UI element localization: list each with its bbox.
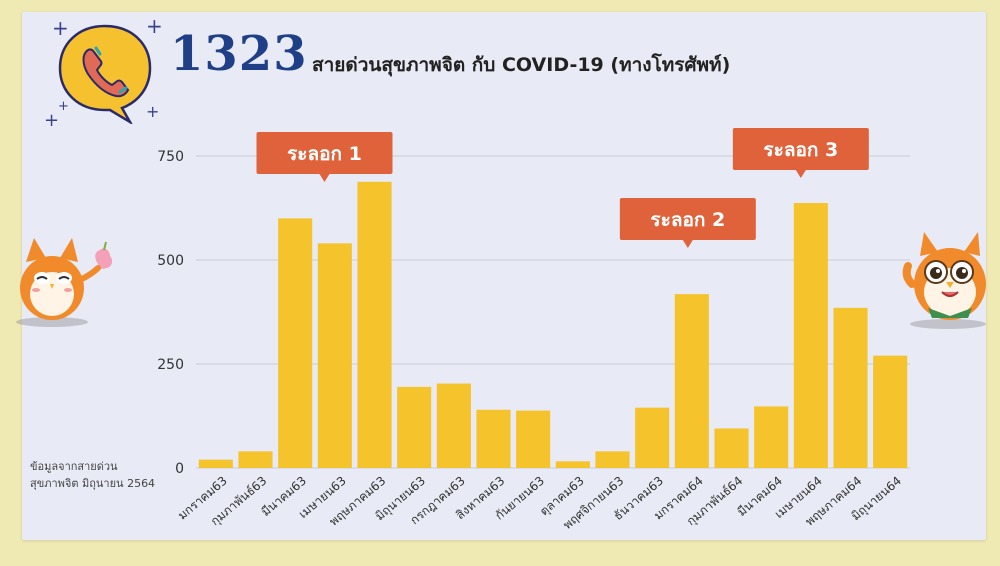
y-tick-label: 250: [157, 357, 184, 373]
bar: [238, 451, 273, 468]
y-tick-label: 750: [157, 149, 184, 165]
bar: [714, 428, 749, 468]
bar: [516, 410, 551, 468]
owl-mascot-icon: [902, 232, 986, 329]
source-note-line-2: สุขภาพจิต มิถุนายน 2564: [30, 477, 156, 490]
callout-label: ระลอก 1: [287, 143, 362, 165]
wave-callout: ระลอก 3: [732, 128, 869, 178]
bar: [595, 451, 630, 468]
bar: [357, 181, 392, 469]
callout-label: ระลอก 2: [650, 209, 725, 231]
callout-pointer: [319, 174, 330, 182]
source-note-line-1: ข้อมูลจากสายด่วน: [30, 460, 118, 473]
callout-box: [732, 128, 869, 170]
owl-mascot-icon: [16, 238, 113, 327]
bar: [833, 307, 868, 468]
y-tick-label: 0: [175, 461, 184, 477]
phone-icon: [58, 24, 152, 124]
callout-pointer: [682, 240, 693, 248]
sparkle-icon: +: [146, 102, 160, 121]
source-note: ข้อมูลจากสายด่วน สุขภาพจิต มิถุนายน 2564: [30, 458, 180, 492]
bar: [198, 459, 233, 468]
bar: [754, 406, 789, 468]
wave-callout: ระลอก 1: [256, 132, 393, 182]
bar: [793, 203, 828, 468]
wave-callout: ระลอก 2: [619, 198, 756, 248]
sparkle-icon: +: [146, 14, 163, 38]
page-title: สายด่วนสุขภาพจิต กับ COVID-19 (ทางโทรศัพ…: [312, 54, 731, 76]
callout-label: ระลอก 3: [763, 139, 838, 161]
callout-box: [256, 132, 393, 174]
bar: [635, 407, 670, 468]
bar: [397, 386, 432, 468]
bar: [555, 461, 590, 468]
sparkle-icon: +: [44, 110, 60, 131]
bar: [476, 409, 511, 468]
bar: [674, 294, 709, 468]
bar: [317, 243, 352, 468]
sparkle-icon: +: [52, 16, 69, 40]
callout-pointer: [795, 170, 806, 178]
bar: [873, 355, 908, 468]
hotline-number: 1323: [170, 26, 308, 82]
bar: [278, 218, 313, 468]
bar: [436, 383, 471, 468]
callout-box: [619, 198, 756, 240]
sparkle-icon: +: [58, 99, 69, 114]
y-tick-label: 500: [157, 253, 184, 269]
